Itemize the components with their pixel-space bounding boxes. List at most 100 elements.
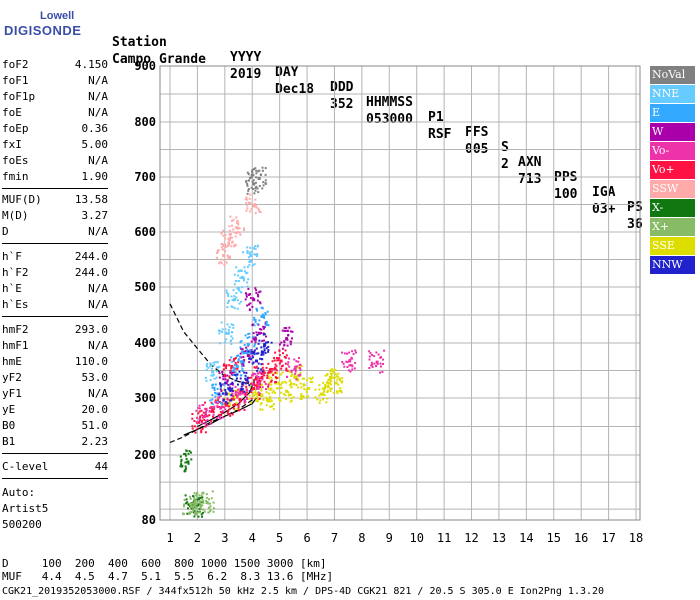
echo-point-w: [281, 329, 284, 332]
param-value: 1.90: [81, 170, 109, 183]
echo-point-sse: [290, 399, 293, 402]
echo-point-vo-: [231, 397, 234, 400]
echo-point-vo-: [371, 354, 374, 356]
echo-point-w: [244, 298, 247, 301]
echo-point-e: [241, 360, 244, 363]
echo-point-w: [283, 340, 286, 343]
echo-point-sse: [224, 397, 227, 400]
echo-point-nne: [209, 365, 212, 368]
echo-point-nnw: [245, 371, 248, 374]
param-row: MUF(D) 13.58: [2, 193, 108, 209]
echo-point-vo-: [284, 362, 287, 365]
echo-point-vo-: [288, 365, 291, 368]
echo-point-nnw: [257, 367, 260, 370]
echo-point-vo-: [206, 414, 209, 417]
echo-point-sse: [325, 381, 328, 384]
echo-point-sse: [300, 395, 303, 398]
echo-point-x-: [187, 452, 190, 455]
echo-point-vo-: [202, 415, 206, 419]
echo-point-noval: [248, 179, 250, 182]
echo-point-x-: [185, 502, 187, 505]
echo-point-nne: [256, 244, 259, 247]
echo-point-x-: [192, 495, 195, 498]
legend-entry-nne: NNE: [650, 85, 695, 103]
echo-point-ssw: [245, 202, 248, 205]
plot-frame: [159, 65, 641, 521]
echo-point-nnw: [234, 374, 237, 376]
echo-point-sse: [259, 395, 262, 398]
echo-point-sse: [255, 392, 258, 396]
echo-point-w: [226, 379, 229, 382]
echo-point-vo-: [230, 365, 234, 368]
echo-point-x-: [187, 462, 190, 465]
echo-point-nnw: [245, 379, 248, 381]
echo-point-nnw: [264, 352, 267, 354]
echo-point-vo-: [263, 380, 266, 383]
param-name: hmF1: [2, 339, 29, 352]
echo-point-noval: [264, 173, 267, 176]
echo-point-x-: [202, 492, 205, 495]
echo-point-sse: [284, 394, 287, 397]
echo-point-x-: [183, 503, 186, 506]
echo-point-vo-: [348, 364, 351, 367]
echo-point-sse: [249, 401, 252, 404]
echo-point-vo-: [235, 390, 237, 393]
echo-point-sse: [340, 381, 343, 384]
echo-point-nne: [246, 265, 249, 268]
echo-point-nnw: [236, 373, 239, 376]
echo-point-vo-: [229, 369, 232, 372]
echo-point-nne: [247, 278, 250, 281]
echo-point-nne: [234, 280, 237, 283]
echo-point-vo-: [273, 366, 276, 369]
echo-point-x-: [192, 506, 194, 509]
echo-point-ssw: [238, 227, 241, 230]
param-value: 44: [94, 460, 108, 473]
echo-point-vo-: [254, 384, 257, 387]
echo-point-sse: [324, 384, 327, 387]
echo-point-vo-: [238, 402, 241, 405]
echo-point-w: [283, 341, 286, 344]
hdr-p1-label: P1: [428, 110, 444, 125]
echo-point-x-: [186, 460, 190, 464]
echo-point-ssw: [235, 216, 238, 219]
chart-grid: [160, 65, 640, 520]
echo-point-nnw: [224, 391, 227, 394]
echo-point-noval: [251, 171, 254, 174]
echo-point-vo-: [266, 374, 269, 377]
echo-point-sse: [300, 386, 303, 389]
echo-point-x-: [200, 494, 203, 497]
echo-point-w: [261, 339, 264, 342]
echo-point-vo-: [228, 364, 231, 367]
echo-point-vo-: [251, 382, 254, 385]
echo-point-nnw: [222, 392, 224, 395]
echo-point-vo-: [250, 388, 253, 391]
echo-point-ssw: [233, 245, 236, 248]
echo-point-vo-: [348, 351, 351, 354]
echo-point-noval: [245, 180, 248, 183]
echo-point-nne: [227, 295, 230, 297]
echo-point-w: [254, 336, 257, 339]
echo-point-sse: [326, 397, 329, 400]
echo-point-ssw: [220, 243, 223, 246]
echo-point-nne: [248, 261, 251, 263]
echo-point-x-: [201, 511, 204, 514]
param-name: hmF2: [2, 323, 29, 336]
echo-point-w: [245, 346, 248, 349]
echo-point-nne: [212, 361, 215, 364]
echo-point-sse: [301, 377, 304, 380]
echo-point-w: [221, 371, 224, 373]
echo-point-nnw: [244, 377, 247, 380]
echo-point-sse: [295, 375, 298, 378]
echo-point-vo-: [253, 382, 255, 385]
echo-point-vo-: [197, 412, 200, 415]
echo-point-sse: [252, 391, 255, 394]
echo-point-nnw: [219, 384, 222, 387]
echo-point-x-: [205, 501, 209, 504]
echo-point-ssw: [242, 227, 245, 230]
echo-point-e: [265, 323, 268, 326]
echo-point-w: [260, 332, 263, 334]
echo-point-nne: [225, 291, 228, 294]
echo-point-x-: [188, 512, 191, 514]
echo-point-nnw: [260, 368, 263, 371]
echo-point-sse: [228, 393, 231, 396]
